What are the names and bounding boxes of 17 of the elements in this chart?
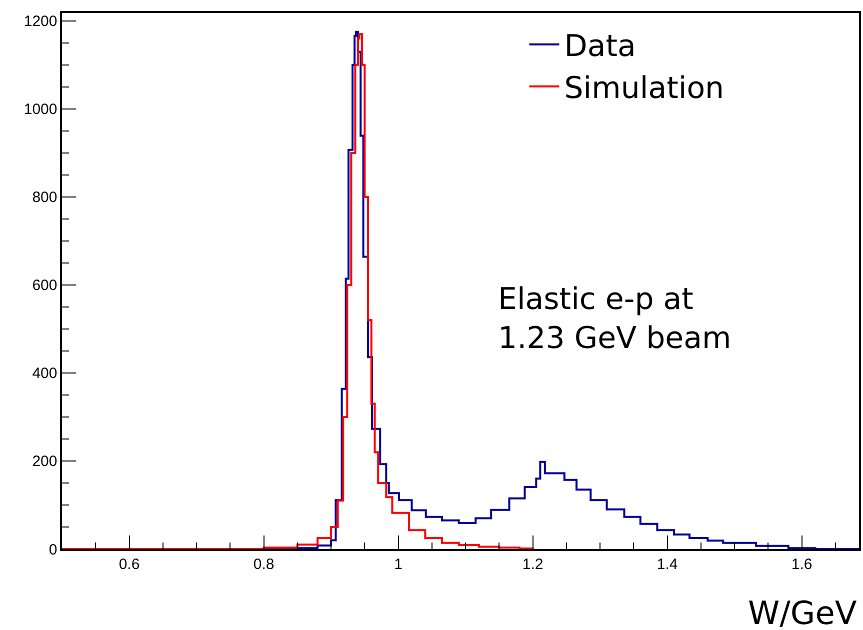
y-tick-label: 0 bbox=[48, 541, 58, 558]
x-tick-label: 0.8 bbox=[253, 556, 274, 573]
x-tick-label: 1 bbox=[394, 556, 402, 573]
annotation: Elastic e-p at 1.23 GeV beam bbox=[498, 282, 732, 356]
y-tick-label: 600 bbox=[32, 277, 58, 294]
x-tick-label: 1.6 bbox=[791, 556, 812, 573]
legend-label: Simulation bbox=[564, 71, 724, 106]
x-tick-label: 1.2 bbox=[522, 556, 544, 573]
y-tick-label: 400 bbox=[32, 365, 58, 382]
x-tick-label: 1.4 bbox=[656, 556, 678, 573]
legend-label: Data bbox=[564, 29, 636, 64]
x-axis-title: W/GeV bbox=[748, 594, 857, 630]
y-tick-label: 1000 bbox=[24, 101, 58, 118]
x-tick-label: 0.6 bbox=[118, 556, 140, 573]
y-tick-label: 1200 bbox=[24, 13, 58, 30]
y-tick-label: 800 bbox=[32, 189, 58, 206]
y-tick-label: 200 bbox=[32, 453, 58, 470]
